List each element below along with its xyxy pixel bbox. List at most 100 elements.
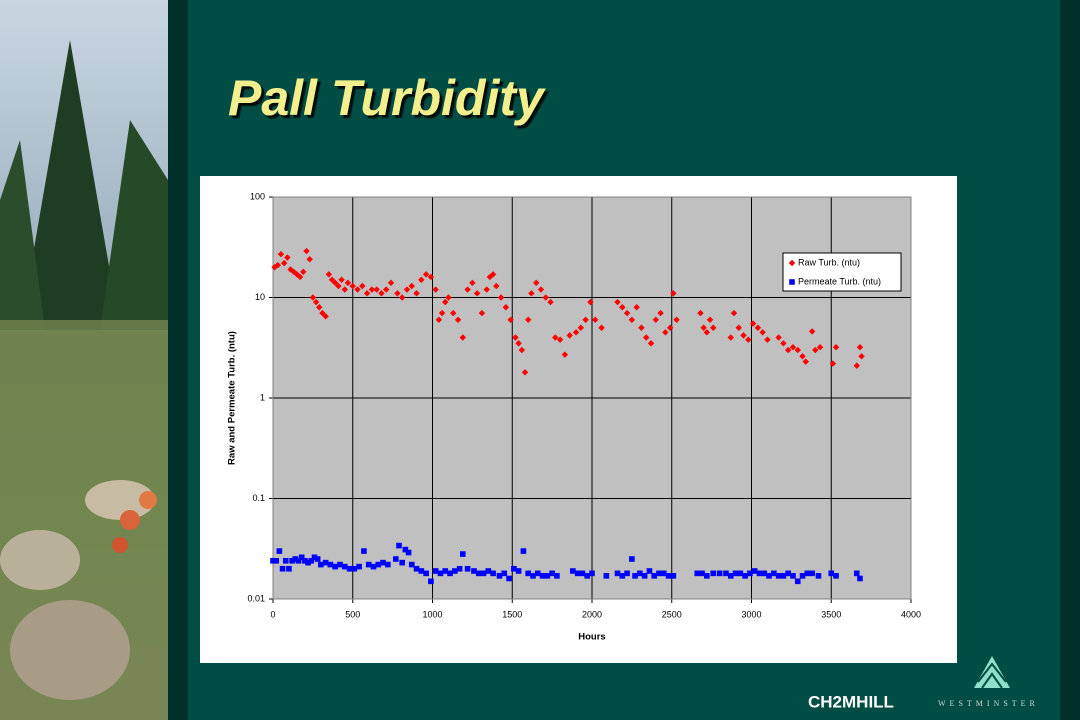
point xyxy=(405,549,412,556)
point xyxy=(349,282,356,290)
point xyxy=(469,279,476,287)
sublogo: WESTMINSTER xyxy=(938,699,1039,708)
point xyxy=(561,351,569,358)
point xyxy=(737,570,744,577)
point xyxy=(554,573,560,579)
point xyxy=(346,565,353,572)
point xyxy=(322,313,329,320)
x-tick-label: 1000 xyxy=(422,609,442,619)
point xyxy=(303,247,310,255)
point xyxy=(363,290,371,297)
point xyxy=(515,568,522,574)
point xyxy=(633,304,640,311)
point xyxy=(483,286,490,293)
point xyxy=(295,557,302,564)
legend-label: Raw Turb. (ntu) xyxy=(798,257,860,267)
point xyxy=(322,559,329,566)
point xyxy=(341,563,348,570)
point xyxy=(775,334,782,341)
point xyxy=(311,554,318,561)
point xyxy=(591,316,599,323)
point xyxy=(309,294,317,301)
point xyxy=(402,546,409,553)
point xyxy=(790,573,796,579)
point xyxy=(549,570,555,577)
point xyxy=(761,570,768,577)
point xyxy=(552,334,559,341)
point xyxy=(833,573,839,579)
point xyxy=(629,556,635,562)
point xyxy=(589,570,595,577)
point xyxy=(638,324,645,331)
point xyxy=(828,570,835,577)
point xyxy=(437,570,444,577)
point xyxy=(704,573,710,579)
point xyxy=(775,573,782,579)
point xyxy=(403,286,411,293)
point xyxy=(547,298,554,306)
point xyxy=(556,336,564,343)
point xyxy=(427,273,435,281)
point xyxy=(544,573,551,579)
point xyxy=(710,324,717,331)
point xyxy=(614,298,621,306)
point xyxy=(356,563,362,570)
point xyxy=(623,309,631,317)
point xyxy=(809,570,815,577)
point xyxy=(394,290,401,297)
y-tick-label: 1 xyxy=(260,392,265,402)
point xyxy=(716,570,723,577)
point xyxy=(480,570,487,577)
point xyxy=(745,336,752,343)
point xyxy=(501,570,508,577)
point xyxy=(614,570,621,577)
point xyxy=(511,565,517,572)
point xyxy=(579,570,586,577)
point xyxy=(300,268,307,276)
point xyxy=(496,573,503,579)
point xyxy=(296,273,304,281)
x-axis-title: Hours xyxy=(578,632,605,643)
point xyxy=(637,570,643,577)
point xyxy=(521,369,529,376)
point xyxy=(370,563,377,570)
point xyxy=(730,309,738,317)
point xyxy=(447,570,453,577)
x-tick-label: 3500 xyxy=(821,609,841,619)
point xyxy=(319,309,326,317)
point xyxy=(665,573,672,579)
point xyxy=(432,286,439,293)
point xyxy=(525,316,532,323)
point xyxy=(853,570,860,577)
point xyxy=(584,573,591,579)
y-tick-label: 100 xyxy=(250,191,265,201)
point xyxy=(853,362,860,369)
point xyxy=(338,276,345,284)
point xyxy=(697,309,704,317)
point xyxy=(280,259,288,267)
point xyxy=(652,316,659,323)
point xyxy=(566,332,573,339)
point xyxy=(646,568,653,574)
point xyxy=(751,568,758,574)
point xyxy=(802,358,809,365)
point xyxy=(314,556,321,562)
y-tick-label: 10 xyxy=(255,292,265,302)
point xyxy=(393,556,399,562)
point xyxy=(512,334,519,341)
point xyxy=(305,559,311,566)
point xyxy=(478,309,486,317)
point xyxy=(399,559,405,566)
point xyxy=(418,568,425,574)
point xyxy=(706,316,714,323)
legend-label: Permeate Turb. (ntu) xyxy=(798,276,881,286)
point xyxy=(794,578,801,585)
point xyxy=(359,282,366,290)
point xyxy=(306,256,313,263)
point xyxy=(857,575,863,582)
point xyxy=(408,561,415,568)
point xyxy=(574,570,581,577)
point xyxy=(286,565,292,572)
